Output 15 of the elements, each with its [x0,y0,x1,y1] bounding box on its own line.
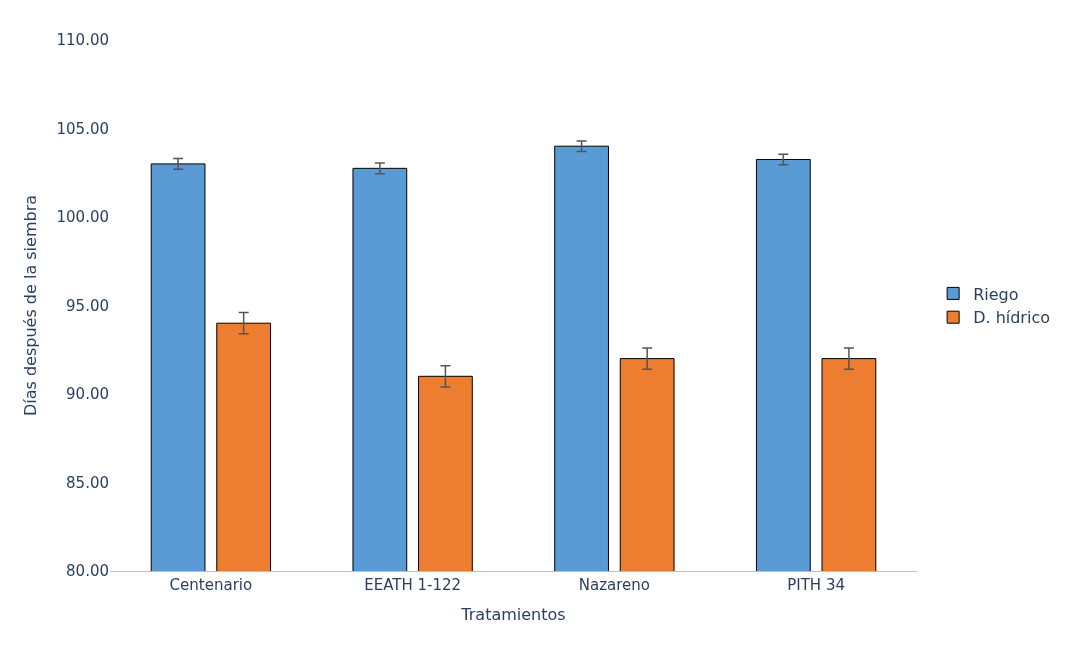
legend-label: Riego [973,284,1019,304]
y-tick-label: 80.00 [66,562,109,581]
legend-label: D. hídrico [973,308,1050,328]
y-tick-label: 85.00 [66,473,109,492]
y-tick-label: 110.00 [56,31,109,50]
y-axis-title: Días después de la siembra [21,194,41,417]
y-tick-label: 90.00 [66,385,109,404]
y-tick-label: 105.00 [56,119,109,138]
y-tick-label: 95.00 [66,296,109,315]
x-tick-label: PITH 34 [787,576,846,594]
x-tick-label: Centenario [169,576,253,594]
y-tick-label: 100.00 [56,208,109,227]
x-axis-title: Tratamientos [460,604,566,624]
x-tick-label: EEATH 1-122 [364,576,462,594]
x-tick-label: Nazareno [578,576,650,594]
